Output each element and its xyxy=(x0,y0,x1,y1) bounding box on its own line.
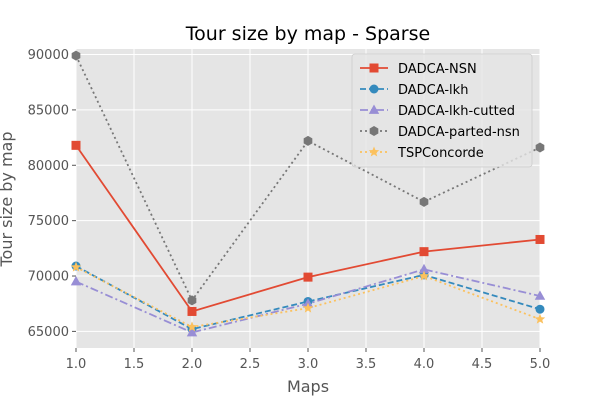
x-tick-label: 1.0 xyxy=(66,357,87,372)
x-tick-label: 1.5 xyxy=(124,357,145,372)
series-line xyxy=(75,265,541,331)
data-point xyxy=(418,263,430,274)
y-tick-label: 65000 xyxy=(28,325,69,340)
y-tick-label: 80000 xyxy=(28,159,69,174)
data-point xyxy=(186,326,198,337)
x-tick-label: 3.5 xyxy=(356,357,377,372)
data-point xyxy=(70,261,82,272)
series-layer xyxy=(70,50,546,337)
legend-label: DADCA-lkh-cutted xyxy=(398,104,515,119)
legend-label: DADCA-lkh xyxy=(398,83,468,98)
data-point xyxy=(187,295,197,306)
legend-label: TSPConcorde xyxy=(397,146,484,161)
legend-label: DADCA-NSN xyxy=(398,62,477,77)
data-point xyxy=(418,270,430,281)
y-axis-ticks: 65000 70000 75000 80000 85000 90000 xyxy=(28,48,76,340)
x-tick-label: 4.0 xyxy=(414,357,435,372)
data-point xyxy=(419,247,429,257)
x-axis-label: Maps xyxy=(287,377,329,396)
data-point xyxy=(419,196,429,207)
legend-entry: DADCA-lkh xyxy=(360,83,468,98)
series-4 xyxy=(70,261,546,332)
data-point xyxy=(71,140,81,150)
x-tick-label: 2.5 xyxy=(240,357,261,372)
data-point xyxy=(186,321,198,332)
data-point xyxy=(70,276,82,286)
y-tick-label: 85000 xyxy=(28,103,69,118)
legend: DADCA-NSN DADCA-lkh DADCA-lkh-cutted DADCA-… xyxy=(351,53,533,168)
x-axis-ticks: 1.0 1.5 2.0 2.5 3.0 3.5 4.0 4.5 5.0 xyxy=(66,348,551,372)
series-3 xyxy=(71,50,545,306)
data-point xyxy=(535,304,545,314)
legend-swatch-marker xyxy=(369,126,379,136)
x-tick-label: 2.0 xyxy=(182,357,203,372)
data-point xyxy=(187,306,197,316)
legend-entry: DADCA-lkh-cutted xyxy=(360,104,515,119)
legend-entry: DADCA-parted-nsn xyxy=(360,125,520,140)
data-point xyxy=(303,272,313,282)
legend-swatch-marker xyxy=(369,84,379,94)
legend-label: DADCA-parted-nsn xyxy=(398,125,520,140)
data-point xyxy=(302,302,314,313)
series-line xyxy=(75,55,541,303)
legend-swatch-marker xyxy=(368,104,380,114)
legend-box xyxy=(351,53,533,168)
data-point xyxy=(535,142,545,153)
x-tick-label: 3.0 xyxy=(298,357,319,372)
x-tick-label: 5.0 xyxy=(530,357,551,372)
y-tick-label: 90000 xyxy=(28,48,69,63)
legend-entry: DADCA-NSN xyxy=(360,62,477,77)
y-axis-label: Tour size by map xyxy=(0,131,16,267)
legend-swatch-marker xyxy=(369,63,379,73)
data-point xyxy=(534,290,546,300)
data-point xyxy=(303,135,313,146)
data-point xyxy=(534,313,546,324)
data-point xyxy=(71,50,81,61)
series-0 xyxy=(71,140,545,316)
x-tick-label: 4.5 xyxy=(472,357,493,372)
legend-swatch-marker xyxy=(368,146,380,157)
y-tick-label: 75000 xyxy=(28,214,69,229)
chart-title: Tour size by map - Sparse xyxy=(185,23,430,45)
y-tick-label: 70000 xyxy=(28,270,69,285)
data-point xyxy=(535,234,545,244)
legend-entry: TSPConcorde xyxy=(360,146,484,161)
